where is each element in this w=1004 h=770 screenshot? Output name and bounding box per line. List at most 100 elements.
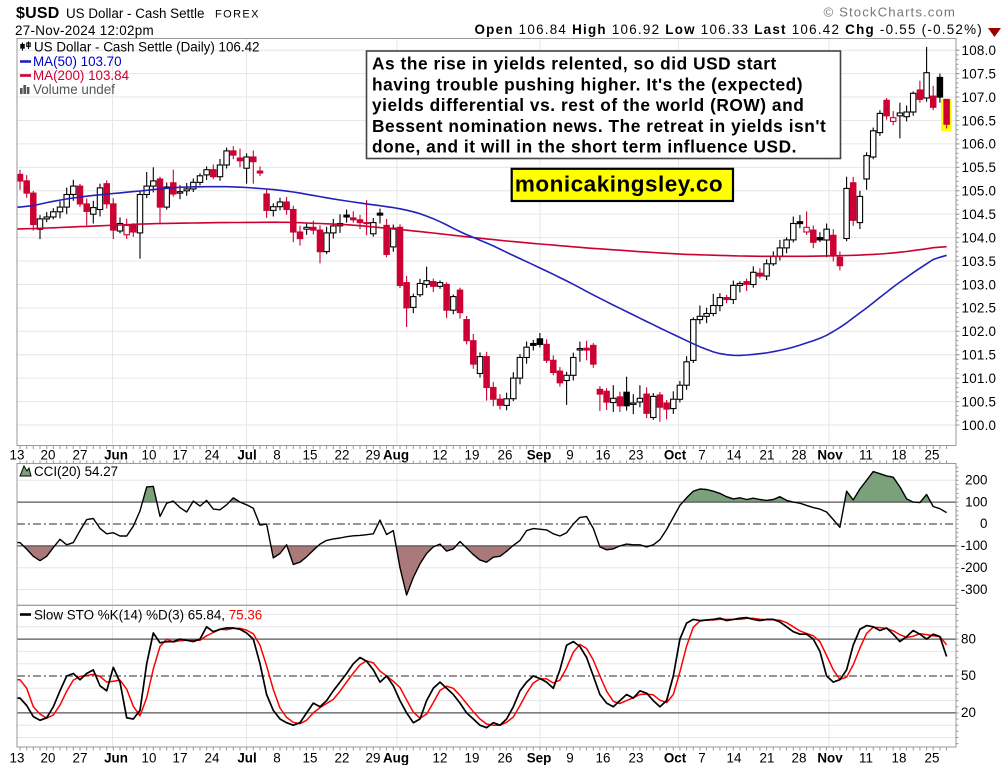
svg-text:107.0: 107.0 <box>962 90 997 105</box>
svg-text:9: 9 <box>566 448 573 463</box>
svg-text:Bessent nomination news. The r: Bessent nomination news. The retreat in … <box>372 116 826 136</box>
svg-text:11: 11 <box>859 751 873 766</box>
svg-text:MA(50) 103.70: MA(50) 103.70 <box>33 54 122 69</box>
svg-text:Open 106.84 High 106.92 Low 10: Open 106.84 High 106.92 Low 106.33 Last … <box>474 22 983 37</box>
svg-text:17: 17 <box>173 751 188 766</box>
svg-text:104.0: 104.0 <box>962 230 997 245</box>
svg-text:22: 22 <box>335 448 350 463</box>
svg-text:20: 20 <box>41 448 56 463</box>
svg-text:80: 80 <box>961 631 976 646</box>
svg-text:7: 7 <box>698 751 705 766</box>
svg-text:18: 18 <box>892 448 907 463</box>
svg-text:50: 50 <box>961 668 976 683</box>
svg-text:12: 12 <box>433 448 448 463</box>
svg-text:102.5: 102.5 <box>962 301 997 316</box>
svg-text:100: 100 <box>965 494 987 509</box>
svg-text:13: 13 <box>10 448 25 463</box>
svg-text:103.5: 103.5 <box>962 254 997 269</box>
svg-text:29: 29 <box>366 751 381 766</box>
svg-text:105.5: 105.5 <box>962 160 997 175</box>
svg-text:27-Nov-2024 12:02pm: 27-Nov-2024 12:02pm <box>15 23 154 38</box>
svg-text:11: 11 <box>859 448 873 463</box>
svg-text:monicakingsley.co: monicakingsley.co <box>515 172 723 197</box>
svg-text:17: 17 <box>173 448 188 463</box>
svg-text:-100: -100 <box>961 538 988 553</box>
svg-text:25: 25 <box>925 448 940 463</box>
svg-text:MA(200) 103.84: MA(200) 103.84 <box>33 68 130 83</box>
svg-text:8: 8 <box>273 751 280 766</box>
svg-text:28: 28 <box>792 448 807 463</box>
svg-text:102.0: 102.0 <box>962 324 997 339</box>
svg-text:Aug: Aug <box>383 751 409 766</box>
svg-text:16: 16 <box>596 751 611 766</box>
svg-text:Nov: Nov <box>817 751 843 766</box>
svg-text:Volume undef: Volume undef <box>33 82 115 97</box>
svg-text:104.5: 104.5 <box>962 207 997 222</box>
svg-text:having trouble pushing higher.: having trouble pushing higher. It's the … <box>372 74 803 94</box>
svg-text:done, and it will in the short: done, and it will in the short term infl… <box>372 137 797 157</box>
svg-text:18: 18 <box>892 751 907 766</box>
svg-text:Jul: Jul <box>237 448 256 463</box>
svg-text:19: 19 <box>465 448 480 463</box>
svg-text:21: 21 <box>760 448 775 463</box>
svg-text:100.5: 100.5 <box>962 394 997 409</box>
svg-text:28: 28 <box>792 751 807 766</box>
svg-text:Aug: Aug <box>383 448 409 463</box>
svg-text:As the rise in yields relented: As the rise in yields relented, so did U… <box>372 54 777 74</box>
svg-text:106.0: 106.0 <box>962 137 997 152</box>
svg-text:200: 200 <box>965 473 987 488</box>
svg-text:27: 27 <box>73 751 88 766</box>
svg-text:25: 25 <box>925 751 940 766</box>
svg-text:14: 14 <box>727 751 742 766</box>
svg-text:Nov: Nov <box>817 448 843 463</box>
svg-text:Jun: Jun <box>104 751 128 766</box>
svg-text:0: 0 <box>980 516 987 531</box>
svg-text:27: 27 <box>73 448 88 463</box>
svg-text:22: 22 <box>335 751 350 766</box>
svg-text:106.5: 106.5 <box>962 113 997 128</box>
svg-text:100.0: 100.0 <box>962 418 997 433</box>
svg-text:$USD: $USD <box>16 5 59 22</box>
svg-text:FOREX: FOREX <box>215 9 260 21</box>
svg-text:Oct: Oct <box>664 751 687 766</box>
svg-text:7: 7 <box>698 448 705 463</box>
svg-text:16: 16 <box>596 448 611 463</box>
svg-text:26: 26 <box>498 448 513 463</box>
svg-text:13: 13 <box>10 751 25 766</box>
svg-text:14: 14 <box>727 448 742 463</box>
svg-text:20: 20 <box>961 705 976 720</box>
svg-text:20: 20 <box>41 751 56 766</box>
svg-text:Sep: Sep <box>527 751 552 766</box>
svg-text:US Dollar - Cash Settle (Daily: US Dollar - Cash Settle (Daily) 106.42 <box>34 40 260 55</box>
svg-text:Oct: Oct <box>664 448 687 463</box>
svg-text:Slow STO %K(14) %D(3) 65.84, 7: Slow STO %K(14) %D(3) 65.84, 75.36 <box>34 608 262 623</box>
svg-text:26: 26 <box>498 751 513 766</box>
svg-text:10: 10 <box>142 448 157 463</box>
svg-text:23: 23 <box>629 751 644 766</box>
svg-text:-200: -200 <box>961 560 988 575</box>
svg-text:105.0: 105.0 <box>962 184 997 199</box>
svg-text:10: 10 <box>142 751 157 766</box>
svg-text:15: 15 <box>303 448 318 463</box>
svg-text:101.0: 101.0 <box>962 371 997 386</box>
svg-text:15: 15 <box>303 751 318 766</box>
svg-text:US Dollar - Cash Settle: US Dollar - Cash Settle <box>66 6 204 21</box>
svg-text:9: 9 <box>566 751 573 766</box>
svg-text:108.0: 108.0 <box>962 43 997 58</box>
svg-text:23: 23 <box>629 448 644 463</box>
svg-text:21: 21 <box>760 751 775 766</box>
svg-text:29: 29 <box>366 448 381 463</box>
svg-text:103.0: 103.0 <box>962 277 997 292</box>
svg-text:12: 12 <box>433 751 448 766</box>
svg-text:8: 8 <box>273 448 280 463</box>
svg-text:24: 24 <box>205 751 220 766</box>
svg-text:CCI(20) 54.27: CCI(20) 54.27 <box>34 464 118 479</box>
svg-text:Sep: Sep <box>527 448 552 463</box>
svg-text:-300: -300 <box>961 582 988 597</box>
svg-text:Jun: Jun <box>104 448 128 463</box>
svg-text:19: 19 <box>465 751 480 766</box>
svg-text:Jul: Jul <box>237 751 256 766</box>
svg-text:107.5: 107.5 <box>962 66 997 81</box>
svg-text:yields differential vs. rest o: yields differential vs. rest of the worl… <box>372 95 804 115</box>
svg-text:24: 24 <box>205 448 220 463</box>
